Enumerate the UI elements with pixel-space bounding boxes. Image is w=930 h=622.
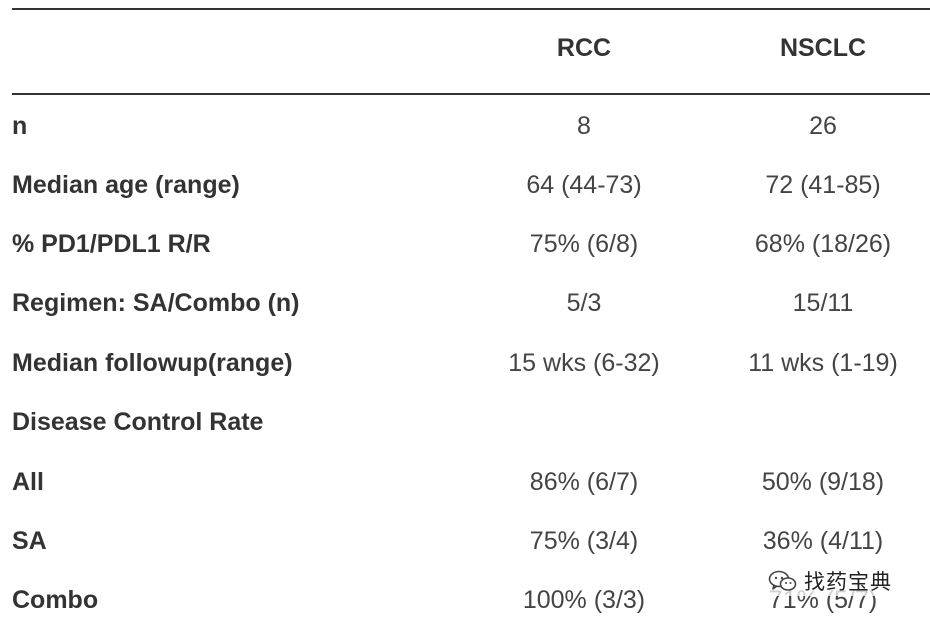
- column-header-rcc: RCC: [556, 34, 612, 62]
- nsclc-value: 36% (4/11): [762, 527, 884, 555]
- nsclc-value: 50% (9/18): [761, 468, 885, 496]
- row-label: % PD1/PDL1 R/R: [12, 230, 211, 258]
- row-label: Combo: [12, 586, 99, 614]
- rcc-value: 75% (3/4): [529, 527, 639, 555]
- watermark-text: 找药宝典: [804, 570, 892, 594]
- column-header-nsclc: NSCLC: [779, 34, 867, 62]
- rcc-value: 100% (3/3): [522, 586, 646, 614]
- rcc-value: 8: [577, 112, 591, 140]
- row-label: Median age (range): [12, 171, 240, 199]
- table-row: n 8 26: [0, 106, 930, 146]
- row-label: Regimen: SA/Combo (n): [12, 289, 300, 317]
- table-section-row: Disease Control Rate: [0, 402, 930, 442]
- table-row: % PD1/PDL1 R/R 75% (6/8) 68% (18/26): [0, 224, 930, 264]
- row-label: SA: [12, 527, 47, 555]
- table-row: SA 75% (3/4) 36% (4/11): [0, 521, 930, 561]
- table-row: Median age (range) 64 (44-73) 72 (41-85): [0, 165, 930, 205]
- source-watermark: 找药宝典: [762, 566, 898, 596]
- rcc-value: 15 wks (6-32): [508, 349, 660, 377]
- nsclc-value: 11 wks (1-19): [748, 349, 898, 377]
- table-row: All 86% (6/7) 50% (9/18): [0, 462, 930, 502]
- row-label: Median followup(range): [12, 349, 293, 377]
- row-label: n: [12, 112, 28, 140]
- rcc-value: 5/3: [566, 289, 602, 317]
- section-label: Disease Control Rate: [12, 408, 264, 436]
- nsclc-value: 68% (18/26): [754, 230, 892, 258]
- nsclc-value: 15/11: [792, 289, 854, 317]
- table-top-rule: [12, 8, 930, 10]
- table-row: Regimen: SA/Combo (n) 5/3 15/11: [0, 283, 930, 323]
- nsclc-value: 72 (41-85): [765, 171, 881, 199]
- rcc-value: 75% (6/8): [529, 230, 639, 258]
- wechat-icon: [768, 570, 797, 591]
- rcc-value: 86% (6/7): [529, 468, 639, 496]
- nsclc-value: 26: [809, 112, 837, 140]
- table-row: Median followup(range) 15 wks (6-32) 11 …: [0, 343, 930, 383]
- table-header-rule: [12, 93, 930, 95]
- row-label: All: [12, 468, 44, 496]
- rcc-value: 64 (44-73): [526, 171, 642, 199]
